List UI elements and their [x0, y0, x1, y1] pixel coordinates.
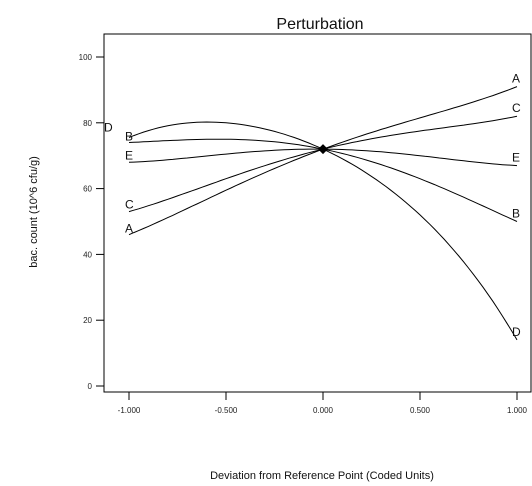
- series-label-b-right: B: [512, 207, 520, 221]
- reference-point-marker: [318, 144, 328, 155]
- chart-title: Perturbation: [276, 16, 363, 33]
- series-label-d-left: D: [104, 121, 113, 135]
- x-axis: -1.000 -0.500 0.000 0.500 1.000: [118, 392, 528, 415]
- x-tick-label: 1.000: [507, 406, 528, 415]
- x-tick-label: 0.500: [410, 406, 431, 415]
- y-tick-label: 40: [83, 250, 92, 259]
- x-tick-label: -0.500: [215, 406, 238, 415]
- y-tick-label: 60: [83, 185, 92, 194]
- series-lines: [128, 86, 518, 341]
- y-tick-label: 0: [88, 382, 93, 391]
- x-tick-label: 0.000: [313, 406, 334, 415]
- y-tick-label: 20: [83, 316, 92, 325]
- series-line-c: [128, 115, 518, 213]
- series-label-b-left: B: [125, 130, 133, 144]
- series-line-d: [128, 121, 518, 341]
- series-label-a-left: A: [125, 222, 133, 236]
- series-label-c-left: C: [125, 198, 134, 212]
- y-tick-label: 100: [79, 53, 93, 62]
- y-axis-label: bac. count (10^6 cfu/g): [28, 156, 40, 268]
- series-label-c-right: C: [512, 101, 521, 115]
- y-axis: 0 20 40 60 80 100: [79, 53, 104, 391]
- series-label-a-right: A: [512, 72, 520, 86]
- x-tick-label: -1.000: [118, 406, 141, 415]
- plot-frame: [103, 33, 532, 393]
- series-label-d-right: D: [512, 325, 521, 339]
- series-label-e-left: E: [125, 148, 133, 162]
- y-tick-label: 80: [83, 119, 92, 128]
- series-label-e-right: E: [512, 151, 520, 165]
- x-axis-label: Deviation from Reference Point (Coded Un…: [210, 470, 434, 482]
